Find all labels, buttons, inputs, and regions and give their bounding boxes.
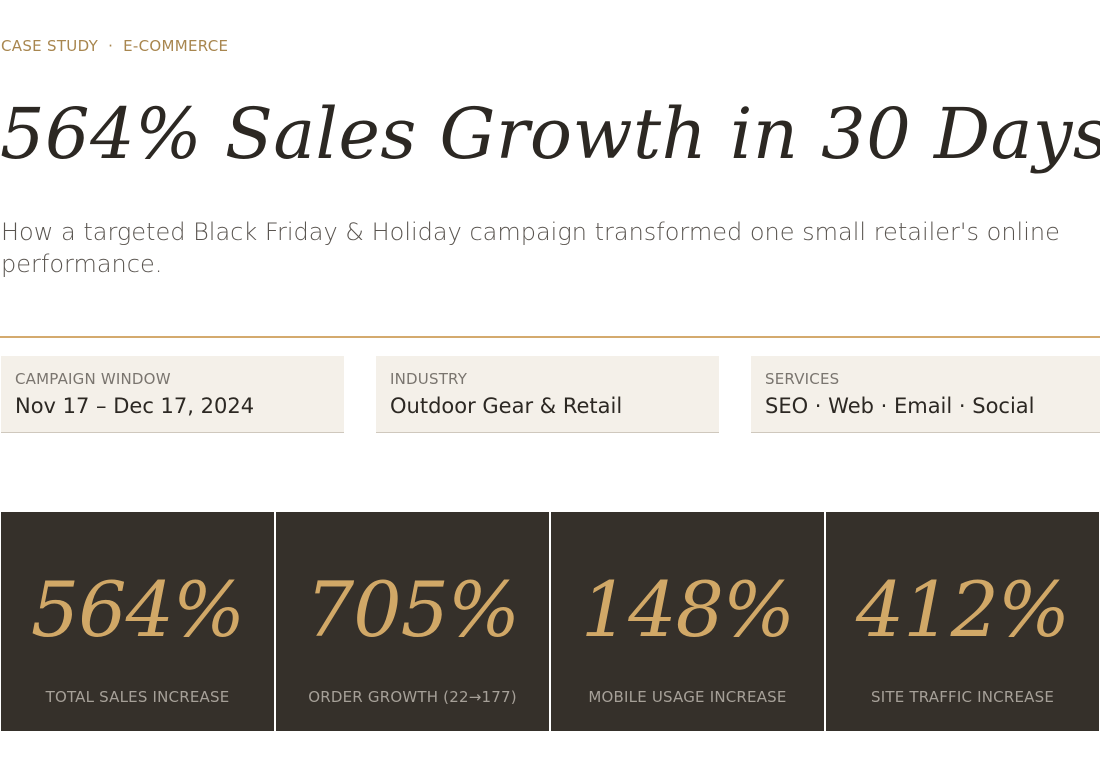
stat-label: ORDER GROWTH (22→177): [308, 688, 517, 706]
stat-card-order-growth: 705% ORDER GROWTH (22→177): [276, 512, 549, 731]
meta-label: INDUSTRY: [390, 370, 468, 388]
stats-grid: 564% TOTAL SALES INCREASE 705% ORDER GRO…: [0, 512, 1100, 732]
meta-card-services: SERVICES SEO · Web · Email · Social: [751, 356, 1100, 433]
meta-label: SERVICES: [765, 370, 840, 388]
page-title: 564% Sales Growth in 30 Days: [0, 93, 1100, 175]
meta-value: SEO · Web · Email · Social: [765, 394, 1035, 418]
meta-label: CAMPAIGN WINDOW: [15, 370, 171, 388]
meta-card-campaign-window: CAMPAIGN WINDOW Nov 17 – Dec 17, 2024: [1, 356, 344, 433]
stat-card-total-sales: 564% TOTAL SALES INCREASE: [1, 512, 274, 731]
meta-card-industry: INDUSTRY Outdoor Gear & Retail: [376, 356, 719, 433]
eyebrow-category: CASE STUDY: [1, 37, 99, 55]
eyebrow-sector: E-COMMERCE: [123, 37, 229, 55]
stat-value: 412%: [855, 565, 1070, 654]
stat-label: TOTAL SALES INCREASE: [45, 688, 230, 706]
stat-card-mobile-usage: 148% MOBILE USAGE INCREASE: [551, 512, 824, 731]
meta-value: Nov 17 – Dec 17, 2024: [15, 394, 255, 418]
eyebrow: CASE STUDY · E-COMMERCE: [1, 37, 228, 55]
stat-value: 148%: [580, 565, 795, 654]
divider-rule: [0, 336, 1100, 338]
stat-value: 705%: [305, 565, 520, 654]
stat-label: SITE TRAFFIC INCREASE: [871, 688, 1054, 706]
stat-label: MOBILE USAGE INCREASE: [588, 688, 787, 706]
page-subtitle: How a targeted Black Friday & Holiday ca…: [1, 218, 1060, 278]
eyebrow-separator: ·: [108, 37, 114, 55]
meta-value: Outdoor Gear & Retail: [390, 394, 623, 418]
stat-value: 564%: [30, 565, 245, 654]
stat-card-site-traffic: 412% SITE TRAFFIC INCREASE: [826, 512, 1099, 731]
